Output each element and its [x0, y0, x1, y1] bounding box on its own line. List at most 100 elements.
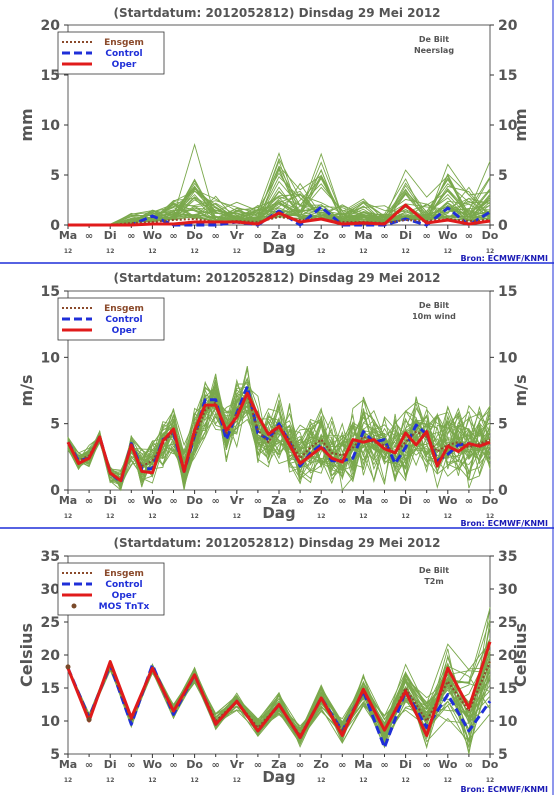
x-tick-label-night: ∞ — [338, 496, 346, 507]
x-tick-label-hour: 12 — [233, 248, 241, 255]
x-tick-label-day: Di — [399, 494, 412, 507]
x-tick-label-night: ∞ — [380, 231, 388, 242]
y-tick-label-right: 0 — [498, 483, 508, 499]
x-tick-label-night: ∞ — [169, 760, 177, 771]
x-tick-label-hour: 12 — [148, 513, 156, 520]
x-tick-label-hour: 12 — [233, 777, 241, 784]
legend-label: Oper — [112, 591, 137, 601]
ensemble-member-line — [67, 387, 491, 487]
x-tick-label-night: ∞ — [423, 231, 431, 242]
legend-swatch-mos — [71, 603, 77, 609]
x-tick-label-night: ∞ — [465, 231, 473, 242]
series-line-control — [66, 385, 491, 484]
chart-panel-1: (Startdatum: 2012052812) Dinsdag 29 Mei … — [17, 6, 530, 257]
x-tick-label-hour: 12 — [401, 777, 409, 784]
y-tick-label-left: 10 — [41, 350, 61, 366]
y-tick-label-right: 10 — [498, 714, 518, 730]
y-tick-label-left: 5 — [50, 747, 60, 763]
x-tick-label-day: Vr — [230, 758, 245, 771]
series-line-ensgem — [68, 216, 491, 226]
series-line-oper — [66, 641, 492, 739]
x-tick-label-day: Do — [482, 229, 499, 242]
x-tick-label-hour: 12 — [106, 513, 114, 520]
x-tick-label-hour: 12 — [317, 777, 325, 784]
x-tick-label-night: ∞ — [380, 760, 388, 771]
x-tick-label-day: Di — [104, 494, 117, 507]
x-tick-label-day: Zo — [313, 229, 329, 242]
x-tick-label-hour: 12 — [486, 248, 494, 255]
x-tick-label-day: Wo — [438, 758, 458, 771]
x-axis-label: Dag — [262, 768, 295, 786]
y-tick-label-right: 5 — [498, 168, 508, 184]
x-tick-label-night: ∞ — [85, 496, 93, 507]
x-tick-label-hour: 12 — [486, 513, 494, 520]
x-tick-label-day: Ma — [354, 758, 372, 771]
x-tick-label-hour: 12 — [401, 513, 409, 520]
mos-point — [65, 664, 71, 670]
x-tick-label-hour: 12 — [401, 248, 409, 255]
x-tick-label-day: Do — [186, 494, 203, 507]
x-tick-label-day: Ma — [59, 229, 77, 242]
x-tick-label-hour: 12 — [64, 777, 72, 784]
ensemble-member-line — [67, 663, 491, 743]
chart-title: (Startdatum: 2012052812) Dinsdag 29 Mei … — [113, 6, 440, 20]
y-tick-label-left: 20 — [41, 18, 61, 34]
x-tick-label-hour: 12 — [64, 513, 72, 520]
x-tick-label-night: ∞ — [169, 231, 177, 242]
legend-label: Control — [105, 315, 142, 325]
x-tick-label-night: ∞ — [296, 496, 304, 507]
x-tick-label-night: ∞ — [254, 231, 262, 242]
x-tick-label-night: ∞ — [212, 231, 220, 242]
y-axis-label-right: Celsius — [511, 623, 530, 687]
series-line-oper — [68, 203, 491, 227]
x-tick-label-hour: 12 — [190, 777, 198, 784]
x-tick-label-day: Do — [482, 758, 499, 771]
source-label: Bron: ECMWF/KNMI — [460, 519, 548, 528]
x-tick-label-night: ∞ — [254, 496, 262, 507]
y-tick-label-right: 20 — [498, 648, 518, 664]
variable-label: 10m wind — [412, 312, 456, 321]
variable-label: T2m — [424, 577, 443, 586]
ensemble-member-line — [68, 151, 491, 226]
x-tick-label-hour: 12 — [64, 248, 72, 255]
y-tick-label-right: 15 — [498, 68, 517, 84]
x-tick-label-hour: 12 — [359, 248, 367, 255]
x-tick-label-day: Do — [482, 494, 499, 507]
station-label: De Bilt — [419, 301, 449, 310]
chart-panel-3: (Startdatum: 2012052812) Dinsdag 29 Mei … — [17, 519, 548, 786]
x-tick-label-hour: 12 — [444, 513, 452, 520]
legend-label: Ensgem — [104, 304, 144, 314]
x-axis-label: Dag — [262, 239, 295, 257]
x-tick-label-hour: 12 — [106, 248, 114, 255]
x-tick-label-night: ∞ — [212, 760, 220, 771]
x-tick-label-hour: 12 — [275, 248, 283, 255]
ensemble-member-line — [68, 142, 491, 226]
legend-label: Ensgem — [104, 38, 144, 48]
y-tick-label-left: 25 — [41, 615, 60, 631]
y-tick-label-right: 10 — [498, 350, 518, 366]
x-tick-label-day: Di — [104, 229, 117, 242]
x-tick-label-day: Zo — [313, 494, 329, 507]
x-tick-label-hour: 12 — [148, 248, 156, 255]
x-tick-label-hour: 12 — [444, 777, 452, 784]
x-tick-label-hour: 12 — [317, 513, 325, 520]
x-tick-label-day: Di — [399, 229, 412, 242]
y-axis-label-right: mm — [511, 108, 530, 141]
legend-label: Oper — [112, 326, 137, 336]
y-axis-label-right: m/s — [511, 374, 530, 406]
x-tick-label-day: Za — [271, 494, 286, 507]
y-tick-label-right: 15 — [498, 681, 517, 697]
x-tick-label-night: ∞ — [338, 231, 346, 242]
x-tick-label-hour: 12 — [359, 513, 367, 520]
x-tick-label-night: ∞ — [85, 231, 93, 242]
y-tick-label-left: 20 — [41, 648, 61, 664]
x-tick-label-night: ∞ — [85, 760, 93, 771]
x-tick-label-day: Ma — [59, 494, 77, 507]
y-tick-label-left: 15 — [41, 68, 60, 84]
y-tick-label-left: 15 — [41, 681, 60, 697]
x-tick-label-hour: 12 — [106, 777, 114, 784]
x-tick-label-day: Za — [271, 758, 286, 771]
x-tick-label-hour: 12 — [359, 777, 367, 784]
